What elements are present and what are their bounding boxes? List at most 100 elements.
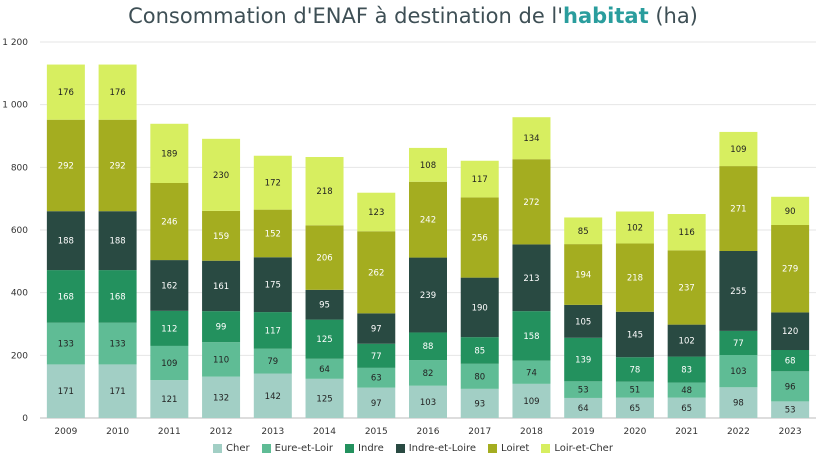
data-label: 82 [423, 369, 434, 379]
data-label: 48 [681, 386, 692, 396]
data-label: 189 [161, 149, 177, 159]
bar-segment [409, 181, 447, 258]
bar-segment [460, 388, 499, 418]
data-label: 53 [578, 386, 589, 396]
data-label: 194 [575, 270, 591, 280]
data-label: 103 [730, 367, 746, 377]
data-label: 109 [161, 359, 177, 369]
data-label: 68 [785, 357, 796, 367]
bar-segment [771, 401, 810, 418]
data-label: 93 [474, 399, 485, 409]
bar-segment [460, 197, 499, 278]
bar-segment [564, 217, 603, 245]
legend-item: Cher [213, 443, 250, 454]
data-label: 142 [265, 392, 281, 402]
bar-segment [409, 147, 447, 182]
bar-segment [615, 381, 654, 398]
data-label: 110 [213, 355, 229, 365]
y-tick-label: 600 [11, 226, 28, 236]
bar-segment [771, 371, 810, 402]
bar-segment [615, 243, 654, 312]
data-label: 117 [265, 326, 281, 336]
data-label: 176 [109, 88, 125, 98]
bar-segment [771, 350, 810, 372]
data-label: 176 [58, 88, 74, 98]
data-label: 77 [733, 339, 744, 349]
chart-title: Consommation d'ENAF à destination de l'h… [0, 4, 826, 28]
bar-segment [202, 376, 241, 418]
data-label: 292 [109, 161, 125, 171]
bar-segment [202, 311, 241, 343]
legend-swatch [345, 444, 355, 453]
data-label: 97 [371, 325, 382, 335]
data-label: 230 [213, 171, 229, 181]
legend-item: Loir-et-Cher [541, 443, 613, 454]
bar-segment [150, 260, 189, 311]
data-label: 125 [316, 394, 332, 404]
bar-segment [460, 363, 499, 389]
data-label: 168 [109, 292, 125, 302]
bar-segment [409, 257, 447, 333]
data-label: 85 [578, 227, 589, 237]
bar-segment [253, 257, 292, 313]
bar-segment [615, 357, 654, 382]
data-label: 239 [420, 291, 436, 301]
bar-segment [253, 155, 292, 210]
x-tick-label: 2010 [106, 427, 129, 437]
legend-label: Indre-et-Loire [408, 443, 477, 454]
bar-segment [615, 397, 654, 418]
data-label: 255 [730, 287, 746, 297]
data-label: 133 [58, 340, 74, 350]
data-label: 112 [161, 324, 177, 334]
legend-label: Eure-et-Loir [274, 443, 334, 454]
data-label: 133 [109, 340, 125, 350]
x-tick-label: 2019 [572, 427, 595, 437]
y-tick-label: 800 [11, 163, 28, 173]
x-tick-label: 2011 [158, 427, 181, 437]
x-tick-label: 2021 [675, 427, 698, 437]
bar-segment [357, 343, 396, 368]
data-label: 63 [371, 374, 382, 384]
bar-segment [253, 209, 292, 258]
x-tick-label: 2012 [210, 427, 233, 437]
legend-label: Loir-et-Cher [554, 443, 613, 454]
x-tick-label: 2018 [520, 427, 543, 437]
bar-segment [253, 348, 292, 374]
data-label: 88 [423, 342, 434, 352]
bar-segment [512, 244, 551, 312]
data-label: 77 [371, 352, 382, 362]
bar-segment [615, 211, 654, 244]
bar-segment [98, 364, 137, 418]
bar-segment [512, 360, 551, 384]
x-tick-label: 2017 [468, 427, 491, 437]
data-label: 188 [58, 237, 74, 247]
bar-segment [46, 322, 85, 365]
y-tick-label: 1 200 [2, 38, 28, 48]
data-label: 121 [161, 395, 177, 405]
data-label: 171 [58, 387, 74, 397]
bar-segment [46, 64, 85, 120]
x-tick-label: 2013 [261, 427, 284, 437]
data-label: 102 [679, 337, 695, 347]
bar-segment [409, 332, 447, 361]
x-tick-label: 2009 [54, 427, 77, 437]
data-label: 218 [316, 187, 332, 197]
data-label: 108 [420, 161, 436, 171]
bar-segment [564, 304, 603, 338]
data-label: 175 [265, 281, 281, 291]
bar-segment [667, 324, 706, 357]
data-label: 188 [109, 237, 125, 247]
legend-label: Loiret [501, 443, 530, 454]
data-label: 139 [575, 356, 591, 366]
data-label: 99 [216, 323, 227, 333]
bar-segment [357, 387, 396, 418]
bar-segment [667, 214, 706, 251]
bar-segment [357, 192, 396, 232]
data-label: 145 [627, 330, 643, 340]
bar-segment [357, 367, 396, 388]
x-tick-label: 2016 [417, 427, 440, 437]
bar-segment [564, 337, 603, 382]
bar-segment [667, 382, 706, 398]
data-label: 271 [730, 205, 746, 215]
bar-segment [46, 119, 85, 212]
